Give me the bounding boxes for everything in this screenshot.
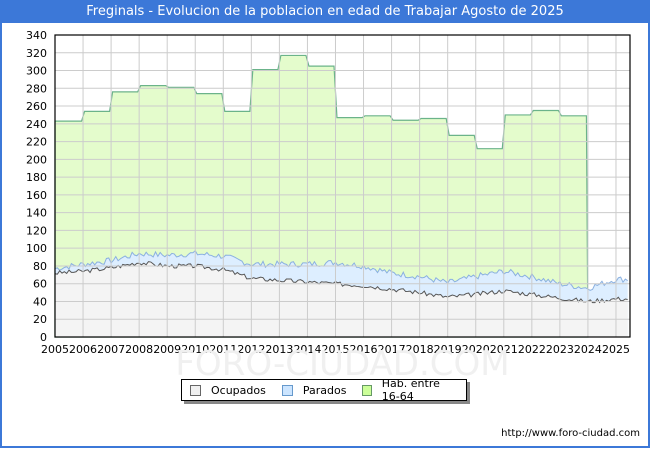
y-tick-label: 300 bbox=[26, 65, 47, 78]
x-tick-label: 2011 bbox=[209, 343, 237, 356]
series-ocupados-area bbox=[55, 261, 628, 337]
y-tick-label: 340 bbox=[26, 29, 47, 42]
x-tick-label: 2020 bbox=[462, 343, 490, 356]
x-tick-label: 2010 bbox=[181, 343, 209, 356]
y-tick-label: 100 bbox=[26, 242, 47, 255]
x-tick-label: 2015 bbox=[321, 343, 349, 356]
x-tick-label: 2008 bbox=[125, 343, 153, 356]
y-tick-label: 240 bbox=[26, 118, 47, 131]
x-tick-label: 2025 bbox=[602, 343, 630, 356]
x-tick-label: 2005 bbox=[41, 343, 69, 356]
x-tick-label: 2018 bbox=[406, 343, 434, 356]
x-tick-label: 2022 bbox=[518, 343, 546, 356]
y-tick-label: 40 bbox=[33, 295, 47, 308]
x-tick-label: 2006 bbox=[69, 343, 97, 356]
y-tick-label: 180 bbox=[26, 171, 47, 184]
legend-label-ocupados: Ocupados bbox=[211, 383, 266, 397]
x-tick-label: 2019 bbox=[434, 343, 462, 356]
x-tick-label: 2014 bbox=[293, 343, 321, 356]
x-tick-label: 2023 bbox=[546, 343, 574, 356]
y-tick-label: 280 bbox=[26, 82, 47, 95]
y-tick-label: 320 bbox=[26, 47, 47, 60]
legend-swatch-hab bbox=[362, 384, 372, 396]
chart-title: Freginals - Evolucion de la poblacion en… bbox=[0, 0, 650, 23]
y-tick-label: 80 bbox=[33, 260, 47, 273]
legend-label-parados: Parados bbox=[302, 383, 347, 397]
x-tick-label: 2016 bbox=[350, 343, 378, 356]
y-tick-label: 20 bbox=[33, 313, 47, 326]
x-tick-label: 2009 bbox=[153, 343, 181, 356]
y-tick-label: 200 bbox=[26, 153, 47, 166]
y-tick-label: 160 bbox=[26, 189, 47, 202]
x-tick-label: 2012 bbox=[237, 343, 265, 356]
y-tick-label: 220 bbox=[26, 136, 47, 149]
y-tick-label: 140 bbox=[26, 207, 47, 220]
plot-border bbox=[54, 34, 631, 338]
legend-swatch-ocupados bbox=[190, 384, 201, 396]
watermark: FORO-CIUDAD.COM bbox=[175, 344, 509, 384]
x-tick-label: 2007 bbox=[97, 343, 125, 356]
x-tick-label: 2021 bbox=[490, 343, 518, 356]
y-tick-label: 0 bbox=[40, 331, 47, 344]
legend-item-ocupados: Ocupados bbox=[190, 384, 266, 397]
x-tick-label: 2017 bbox=[378, 343, 406, 356]
legend-item-parados: Parados bbox=[281, 383, 347, 397]
y-tick-label: 260 bbox=[26, 100, 47, 113]
y-tick-label: 60 bbox=[33, 278, 47, 291]
chart-legend: Ocupados Parados Hab. entre 16-64 bbox=[181, 377, 467, 403]
source-url: http://www.foro-ciudad.com bbox=[501, 428, 640, 439]
y-tick-label: 120 bbox=[26, 224, 47, 237]
x-tick-label: 2024 bbox=[574, 343, 602, 356]
legend-label-hab: Hab. entre 16-64 bbox=[381, 377, 440, 403]
legend-item-hab: Hab. entre 16-64 bbox=[362, 377, 458, 403]
legend-swatch-parados bbox=[281, 384, 293, 396]
x-tick-label: 2013 bbox=[265, 343, 293, 356]
